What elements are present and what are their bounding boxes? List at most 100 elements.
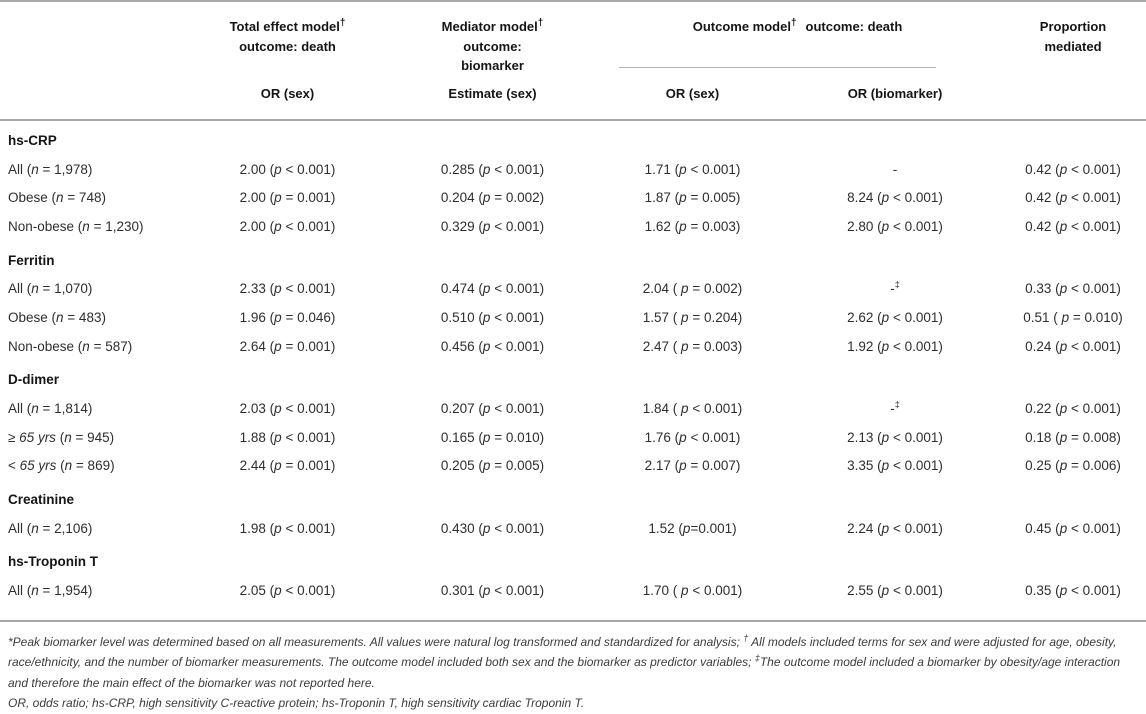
cell-mediator: 0.204 (p = 0.002) bbox=[440, 190, 545, 206]
dagger-superscript: † bbox=[790, 17, 797, 29]
header-mediator-subtitle-line2: biomarker bbox=[461, 58, 524, 73]
row-label: All (n = 1,070) bbox=[8, 281, 93, 297]
header-total-subtitle: outcome: death bbox=[239, 38, 336, 54]
cell-total-effect: 2.00 (p = 0.001) bbox=[239, 190, 336, 206]
cell-or-sex: 1.52 (p=0.001) bbox=[648, 520, 737, 536]
cell-or-biomarker: -‡ bbox=[890, 279, 900, 297]
section-heading: Creatinine bbox=[8, 492, 75, 508]
row-label: Non-obese (n = 587) bbox=[8, 338, 133, 354]
section-heading: Ferritin bbox=[8, 252, 55, 268]
table-body: hs-CRP All (n = 1,978) 2.00 (p < 0.001) … bbox=[0, 120, 1146, 620]
header-proportion-spacer bbox=[1000, 76, 1146, 121]
row-label: Obese (n = 748) bbox=[8, 190, 106, 206]
row-label: All (n = 2,106) bbox=[8, 520, 93, 536]
cell-proportion: 0.51 ( p = 0.010) bbox=[1023, 309, 1123, 325]
section-heading-row: D-dimer bbox=[0, 361, 1146, 395]
cell-proportion: 0.24 (p < 0.001) bbox=[1025, 338, 1121, 354]
header-total-effect-model: Total effect model† outcome: death bbox=[185, 1, 390, 76]
cell-total-effect: 1.98 (p < 0.001) bbox=[239, 520, 336, 536]
row-label: Obese (n = 483) bbox=[8, 309, 106, 325]
cell-or-biomarker: 2.62 (p < 0.001) bbox=[847, 309, 943, 325]
cell-total-effect: 1.88 (p < 0.001) bbox=[239, 429, 336, 445]
header-proportion-line2: mediated bbox=[1044, 38, 1102, 54]
header-outcome-model: Outcome model† outcome: death bbox=[595, 1, 1000, 76]
cell-total-effect: 2.00 (p < 0.001) bbox=[239, 161, 336, 177]
cell-proportion: 0.42 (p < 0.001) bbox=[1025, 161, 1121, 177]
cell-or-biomarker: 8.24 (p < 0.001) bbox=[847, 190, 943, 206]
table-row: Obese (n = 483) 1.96 (p = 0.046) 0.510 (… bbox=[0, 303, 1146, 332]
cell-mediator: 0.301 (p < 0.001) bbox=[440, 583, 545, 599]
header-measure-estimate-sex: Estimate (sex) bbox=[448, 85, 537, 101]
row-label: Non-obese (n = 1,230) bbox=[8, 218, 144, 234]
row-label: < 65 yrs (n = 869) bbox=[8, 458, 115, 474]
cell-proportion: 0.25 (p = 0.006) bbox=[1025, 458, 1121, 474]
table-row: Non-obese (n = 587) 2.64 (p = 0.001) 0.4… bbox=[0, 332, 1146, 361]
cell-proportion: 0.42 (p < 0.001) bbox=[1025, 190, 1121, 206]
table-footnotes: *Peak biomarker level was determined bas… bbox=[0, 620, 1146, 714]
section-heading-row: Ferritin bbox=[0, 241, 1146, 275]
header-proportion-mediated: Proportion mediated bbox=[1000, 1, 1146, 76]
cell-or-biomarker: - bbox=[892, 161, 898, 177]
header-mediator-subtitle-line1: outcome: bbox=[463, 38, 522, 54]
row-label: All (n = 1,978) bbox=[8, 161, 93, 177]
row-label: All (n = 1,954) bbox=[8, 583, 93, 599]
cell-total-effect: 1.96 (p = 0.046) bbox=[239, 309, 336, 325]
section-heading: hs-CRP bbox=[8, 132, 57, 148]
cell-or-sex: 2.17 (p = 0.007) bbox=[644, 458, 741, 474]
cell-total-effect: 2.64 (p = 0.001) bbox=[239, 338, 336, 354]
cell-proportion: 0.18 (p = 0.008) bbox=[1025, 429, 1121, 445]
cell-mediator: 0.510 (p < 0.001) bbox=[440, 309, 545, 325]
table-row: All (n = 1,070) 2.33 (p < 0.001) 0.474 (… bbox=[0, 274, 1146, 303]
cell-mediator: 0.474 (p < 0.001) bbox=[440, 281, 545, 297]
cell-total-effect: 2.05 (p < 0.001) bbox=[239, 583, 336, 599]
cell-or-biomarker: 1.92 (p < 0.001) bbox=[847, 338, 943, 354]
mediation-results-table: Total effect model† outcome: death Media… bbox=[0, 0, 1146, 620]
cell-or-sex: 2.04 ( p = 0.002) bbox=[642, 281, 743, 297]
cell-or-sex: 1.70 ( p < 0.001) bbox=[642, 583, 743, 599]
cell-proportion: 0.42 (p < 0.001) bbox=[1025, 218, 1121, 234]
cell-or-sex: 1.84 ( p < 0.001) bbox=[642, 401, 743, 417]
footnote-methods: *Peak biomarker level was determined bas… bbox=[8, 633, 1121, 690]
header-outcome-subtitle: outcome: death bbox=[805, 19, 903, 34]
table-row: ≥ 65 yrs (n = 945) 1.88 (p < 0.001) 0.16… bbox=[0, 423, 1146, 452]
cell-proportion: 0.35 (p < 0.001) bbox=[1025, 583, 1121, 599]
cell-mediator: 0.430 (p < 0.001) bbox=[440, 520, 545, 536]
section-heading: D-dimer bbox=[8, 372, 60, 388]
cell-total-effect: 2.33 (p < 0.001) bbox=[239, 281, 336, 297]
cell-proportion: 0.45 (p < 0.001) bbox=[1025, 520, 1121, 536]
section-heading-row: Creatinine bbox=[0, 480, 1146, 514]
table-row: All (n = 1,814) 2.03 (p < 0.001) 0.207 (… bbox=[0, 394, 1146, 423]
cell-mediator: 0.456 (p < 0.001) bbox=[440, 338, 545, 354]
row-label: ≥ 65 yrs (n = 945) bbox=[8, 429, 115, 445]
row-label: All (n = 1,814) bbox=[8, 401, 93, 417]
cell-or-sex: 1.62 (p = 0.003) bbox=[644, 218, 741, 234]
cell-mediator: 0.205 (p = 0.005) bbox=[440, 458, 545, 474]
header-mediator-model: Mediator model† outcome: biomarker bbox=[390, 1, 595, 76]
dagger-superscript: † bbox=[537, 17, 544, 29]
cell-or-sex: 1.87 (p = 0.005) bbox=[644, 190, 741, 206]
cell-or-sex: 1.57 ( p = 0.204) bbox=[642, 309, 743, 325]
cell-or-biomarker: 2.13 (p < 0.001) bbox=[847, 429, 943, 445]
header-measure-or-biomarker: OR (biomarker) bbox=[847, 85, 943, 101]
dagger-superscript: † bbox=[339, 17, 346, 29]
section-heading-row: hs-CRP bbox=[0, 120, 1146, 155]
table-header: Total effect model† outcome: death Media… bbox=[0, 1, 1146, 120]
cell-proportion: 0.33 (p < 0.001) bbox=[1025, 281, 1121, 297]
header-total-title: Total effect model bbox=[229, 19, 340, 34]
table-row: All (n = 1,954) 2.05 (p < 0.001) 0.301 (… bbox=[0, 576, 1146, 620]
table-row: All (n = 1,978) 2.00 (p < 0.001) 0.285 (… bbox=[0, 155, 1146, 184]
section-heading: hs-Troponin T bbox=[8, 554, 98, 570]
header-rowlabel-spacer bbox=[0, 1, 185, 76]
table-row: Obese (n = 748) 2.00 (p = 0.001) 0.204 (… bbox=[0, 183, 1146, 212]
header-group-row: Total effect model† outcome: death Media… bbox=[0, 1, 1146, 76]
cell-or-biomarker: 2.80 (p < 0.001) bbox=[847, 218, 943, 234]
section-heading-row: hs-Troponin T bbox=[0, 543, 1146, 577]
header-mediator-title: Mediator model bbox=[441, 19, 538, 34]
cell-mediator: 0.285 (p < 0.001) bbox=[440, 161, 545, 177]
header-rowlabel-spacer bbox=[0, 76, 185, 121]
cell-or-biomarker: -‡ bbox=[890, 399, 900, 417]
cell-proportion: 0.22 (p < 0.001) bbox=[1025, 401, 1121, 417]
table-row: Non-obese (n = 1,230) 2.00 (p < 0.001) 0… bbox=[0, 212, 1146, 241]
cell-total-effect: 2.00 (p < 0.001) bbox=[239, 218, 336, 234]
cell-or-sex: 1.71 (p < 0.001) bbox=[644, 161, 741, 177]
